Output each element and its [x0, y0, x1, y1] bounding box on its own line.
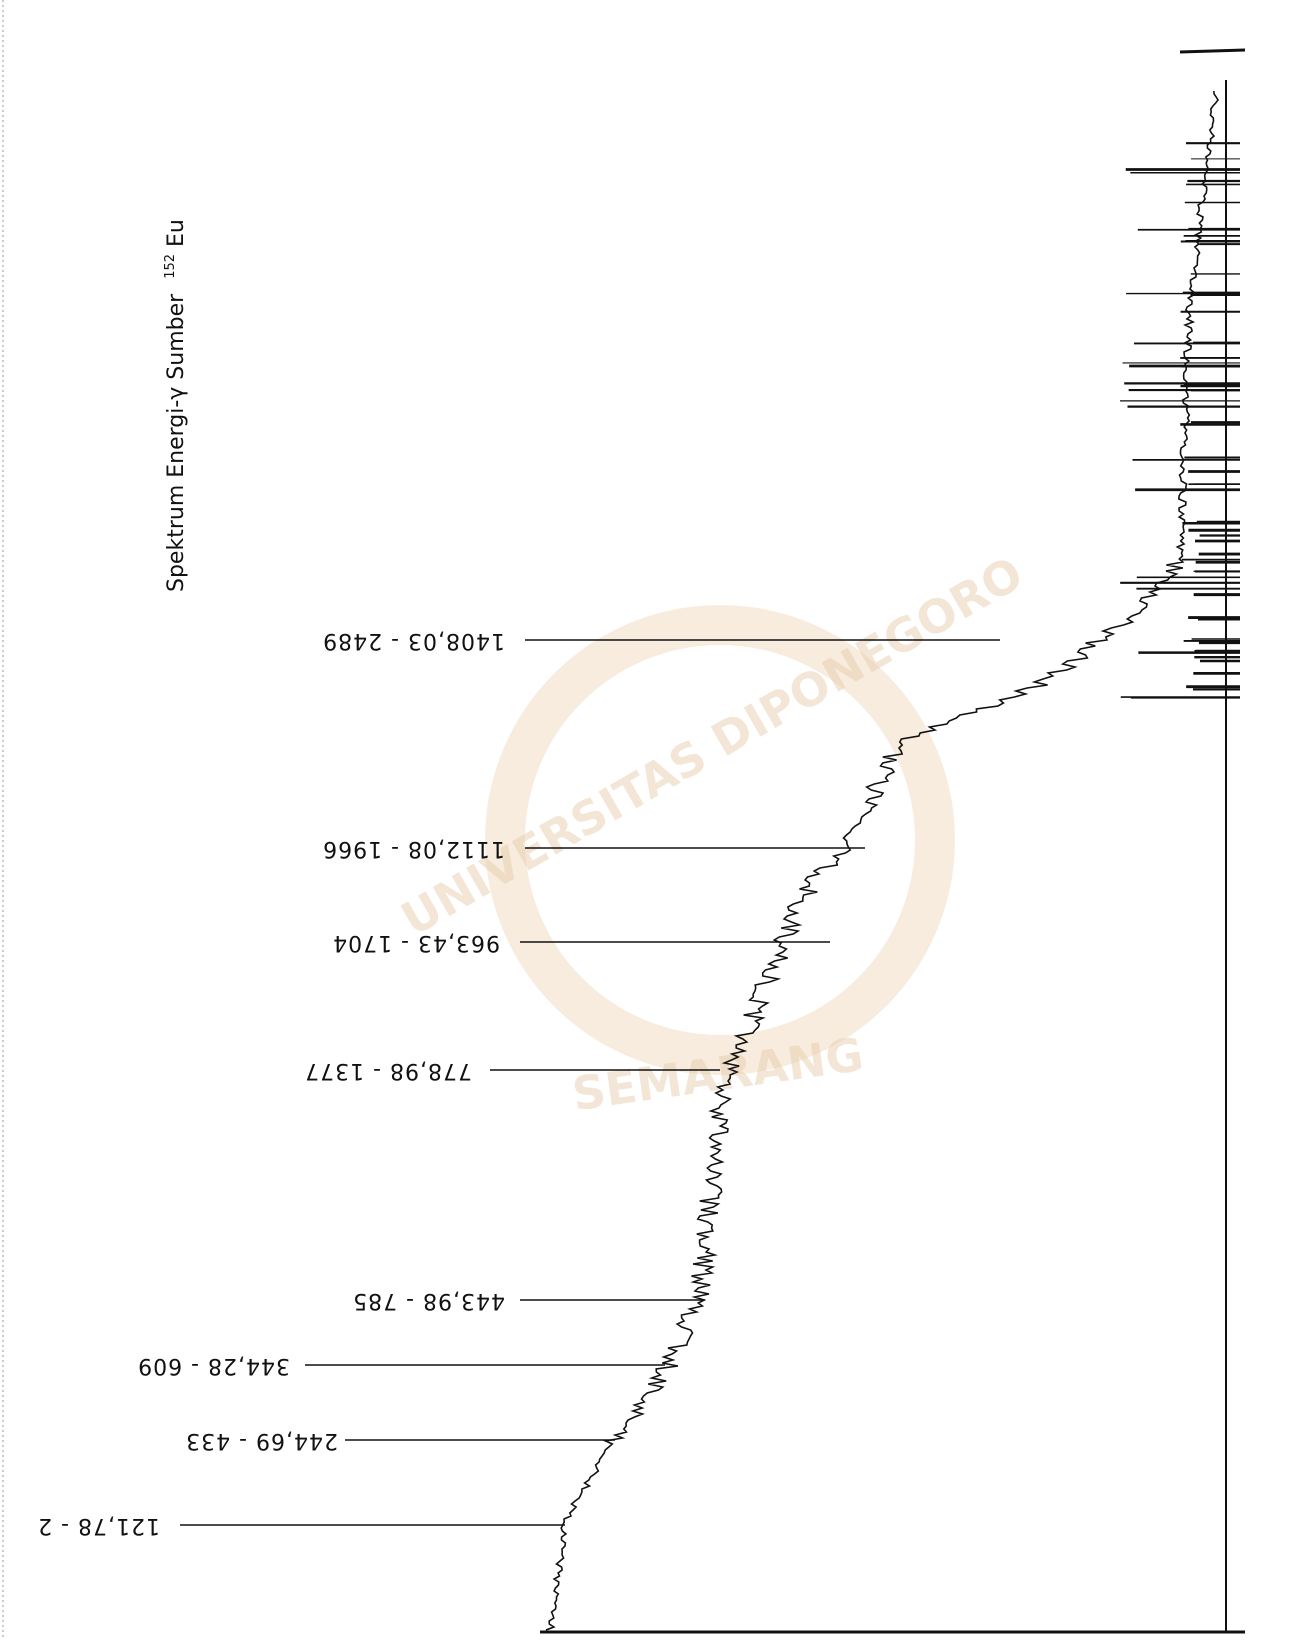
isotope-mass: 152 [163, 254, 178, 279]
peak-label: 778,98 - 1377 [304, 1058, 472, 1083]
title-text: Spektrum Energi-γ Sumber [164, 293, 189, 592]
peak-label: 963,43 - 1704 [332, 930, 500, 955]
frame-line [1180, 50, 1245, 52]
spectrum-sheet: UNIVERSITAS DIPONEGORO SEMARANG Spektrum… [0, 0, 1295, 1637]
peak-label: 443,98 - 785 [352, 1288, 505, 1313]
peak-label: 1112,08 - 1966 [322, 836, 505, 861]
spectrum-trace [546, 91, 1240, 1630]
title: Spektrum Energi-γ Sumber 152 Eu [155, 219, 189, 592]
peak-label: 121,78 - 2 [37, 1513, 160, 1538]
peak-label: 244,69 - 433 [185, 1428, 338, 1453]
trace-line [546, 91, 1218, 1630]
element: Eu [164, 219, 189, 247]
peak-label: 344,28 - 609 [137, 1353, 290, 1378]
peak-label: 1408,03 - 2489 [322, 628, 505, 653]
page: UNIVERSITAS DIPONEGORO SEMARANG Spektrum… [0, 0, 1295, 1637]
